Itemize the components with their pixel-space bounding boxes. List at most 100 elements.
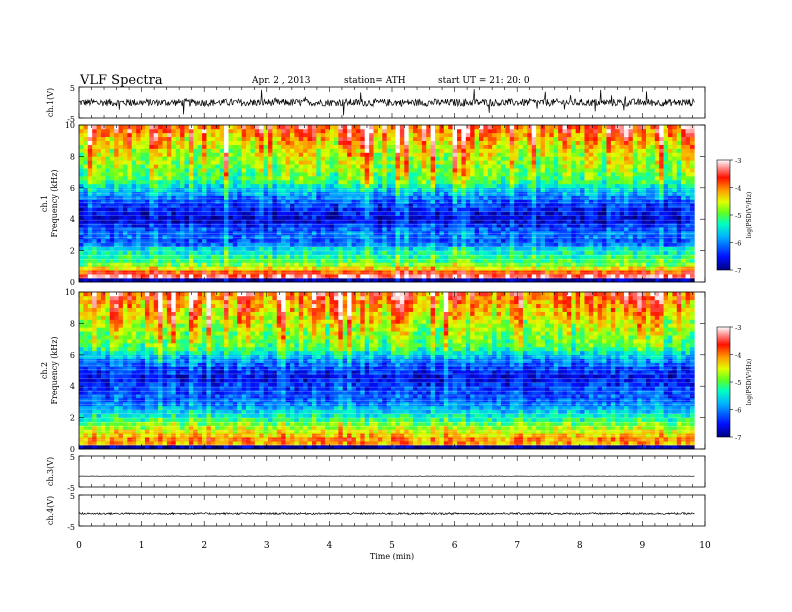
ch1-spectrogram-cell [443, 187, 449, 193]
ch1-spectrogram-cell [404, 183, 409, 189]
ch1-spectrogram-cell [681, 183, 686, 189]
ch1-spectrogram-cell [527, 230, 533, 236]
ch1-spectrogram-cell [79, 179, 84, 185]
ch1-spectrogram-cell [311, 270, 317, 275]
ch1-spectrogram-cell [259, 140, 264, 145]
ch1-spectrogram-cell [465, 223, 471, 228]
ch1-spectrogram-cell [136, 262, 141, 267]
ch1-spectrogram-cell [83, 254, 89, 259]
ch1-spectrogram-cell [650, 179, 656, 185]
ch1-spectrogram-cell [597, 215, 603, 220]
ch1-spectrogram-cell [250, 176, 256, 181]
ch1-spectrogram-cell [333, 219, 339, 224]
ch1-spectrogram-cell [144, 242, 150, 247]
ch1-spectrogram-cell [421, 144, 427, 149]
ch1-spectrogram-cell [584, 262, 590, 267]
ch1-spectrogram-cell [527, 238, 533, 244]
ch1-spectrogram-cell [663, 242, 669, 247]
ch1-spectrogram-cell [399, 156, 405, 161]
ch1-spectrogram-cell [654, 219, 660, 224]
ch1-spectrogram-cell [575, 211, 581, 216]
ch1-spectrogram-cell [575, 230, 581, 236]
ch1-spectrogram-cell [338, 215, 344, 220]
ch1-spectrogram-cell [96, 234, 102, 240]
ch1-spectrogram-cell [421, 250, 427, 255]
ch1-spectrogram-cell [338, 219, 344, 224]
ch1-spectrogram-cell [522, 242, 528, 247]
ch1-spectrogram-cell [452, 278, 458, 283]
ch1-spectrogram-cell [628, 144, 634, 149]
ch1-spectrogram-cell [461, 223, 467, 228]
ch1-spectrogram-cell [584, 195, 590, 200]
ch1-spectrogram-cell [228, 223, 234, 228]
ch1-spectrogram-cell [333, 230, 339, 236]
ch1-spectrogram-cell [338, 223, 344, 228]
ch1-spectrogram-cell [263, 172, 269, 177]
ch1-spectrogram-cell [562, 187, 568, 193]
ch1-spectrogram-cell [228, 199, 234, 204]
ch1-spectrogram-cell [615, 160, 620, 165]
ch1-spectrogram-cell [180, 266, 185, 271]
ch1-spectrogram-cell [241, 274, 247, 279]
ch1-spectrogram-cell [364, 262, 370, 267]
ch1-spectrogram-cell [571, 211, 576, 216]
ch1-spectrogram-cell [562, 195, 568, 200]
ch1-spectrogram-cell [505, 234, 511, 240]
ch1-spectrogram-cell [566, 164, 572, 169]
ch1-spectrogram-cell [496, 242, 502, 247]
ch1-spectrogram-cell [536, 164, 541, 169]
ch1-spectrogram-cell [171, 254, 176, 259]
ch1-spectrogram-cell [628, 172, 634, 177]
ch1-spectrogram-cell [369, 187, 374, 193]
ch1-spectrogram-cell [259, 215, 264, 220]
ch1-spectrogram-cell [206, 246, 212, 251]
ch1-spectrogram-cell [558, 168, 563, 173]
ch1-spectrogram-cell [606, 250, 612, 255]
ch1-spectrogram-cell [681, 219, 686, 224]
ch1-spectrogram-cell [628, 191, 634, 196]
ch1-spectrogram-cell [584, 230, 590, 236]
ch1-spectrogram-cell [92, 191, 97, 196]
ch1-spectrogram-cell [131, 262, 137, 267]
ch1-spectrogram-cell [540, 144, 546, 149]
ch1-spectrogram-cell [114, 227, 119, 232]
ch1-spectrogram-cell [307, 242, 313, 247]
ch1-spectrogram-cell [536, 172, 541, 177]
ch1-spectrogram-cell [478, 168, 484, 173]
ch1-spectrogram-cell [259, 274, 264, 279]
ch1-spectrogram-cell [118, 144, 124, 149]
ch1-spectrogram-cell [197, 234, 203, 240]
ch1-spectrogram-cell [316, 234, 322, 240]
ch1-spectrogram-cell [531, 246, 537, 251]
ch1-spectrogram-cell [140, 195, 146, 200]
ch1-spectrogram-cell [452, 230, 458, 236]
ch1-spectrogram-cell [663, 207, 669, 212]
ch1-spectrogram-cell [566, 156, 572, 161]
ch1-spectrogram-cell [382, 262, 387, 267]
ch1-spectrogram-cell [522, 176, 528, 181]
ch1-spectrogram-cell [373, 227, 379, 232]
ch1-spectrogram-cell [206, 152, 212, 157]
ch1-spectrogram-cell [202, 207, 207, 212]
ch1-spectrogram-cell [448, 191, 453, 196]
ch1-spectrogram-cell [637, 258, 642, 263]
ch1-spectrogram-cell [92, 156, 97, 161]
ch1-spectrogram-cell [663, 211, 669, 216]
ch1-spectrogram-cell [588, 242, 594, 247]
ch1-spectrogram-cell [443, 278, 449, 283]
ch1-spectrogram-cell [676, 179, 682, 185]
ch1-spectrogram-cell [87, 199, 93, 204]
ch1-spectrogram-cell [263, 152, 269, 157]
ch1-spectrogram-cell [136, 230, 141, 236]
ch1-spectrogram-cell [285, 156, 291, 161]
ch1-spectrogram-cell [197, 199, 203, 204]
ch1-spectrogram-cell [246, 172, 251, 177]
ch1-spectrogram-cell [320, 144, 326, 149]
ch1-spectrogram-cell [571, 168, 576, 173]
ch1-spectrogram-cell [114, 187, 119, 193]
ch1-spectrogram-cell [250, 172, 256, 177]
ch1-spectrogram-cell [580, 223, 585, 228]
ch1-spectrogram-cell [663, 278, 669, 283]
ch1-spectrogram-cell [413, 176, 418, 181]
ch1-spectrogram-cell [105, 215, 111, 220]
